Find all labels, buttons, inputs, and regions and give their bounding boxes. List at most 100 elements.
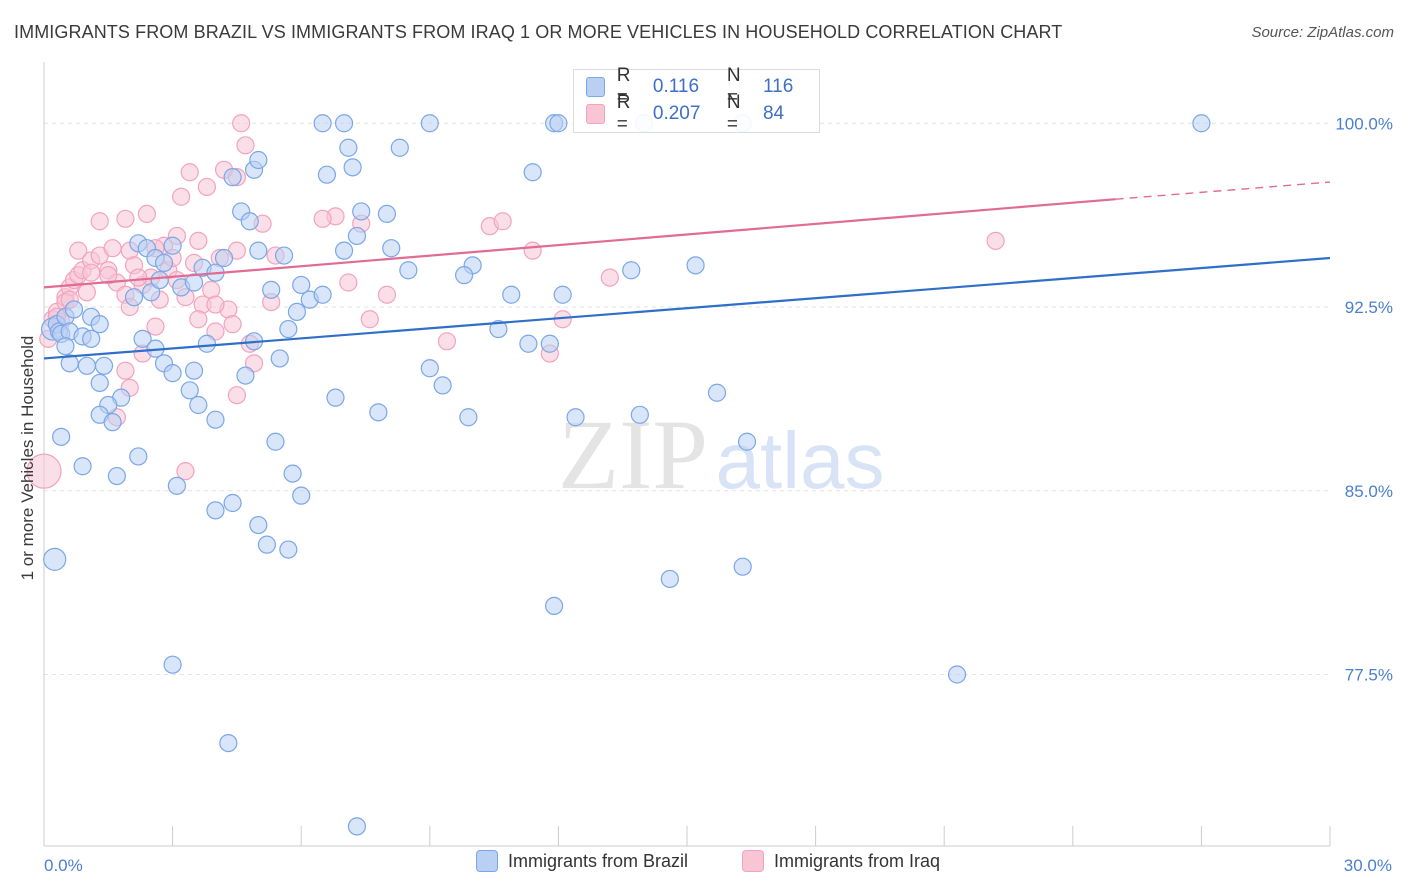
series-legend: Immigrants from Brazil Immigrants from I… <box>0 850 1406 880</box>
brazil-point <box>343 158 362 177</box>
iraq-point <box>197 177 216 197</box>
iraq-point <box>90 212 109 231</box>
brazil-point <box>347 817 367 836</box>
brazil-point <box>540 334 559 353</box>
iraq-point <box>189 231 208 250</box>
n-value: 116 <box>762 76 794 97</box>
y-axis-label: 1 or more Vehicles in Household <box>18 335 37 581</box>
x-tick-label: 30.0% <box>1344 856 1392 875</box>
brazil-point <box>502 285 521 304</box>
brazil-point <box>707 383 727 402</box>
brazil-point <box>249 241 268 260</box>
brazil-point <box>154 253 174 272</box>
brazil-point <box>347 226 367 246</box>
brazil-point <box>279 540 298 559</box>
brazil-points <box>40 114 1211 836</box>
brazil-point <box>163 364 182 383</box>
stats-row-brazil: R = 0.116 N = 116 <box>586 65 819 108</box>
brazil-point <box>545 596 564 616</box>
brazil-point <box>257 535 277 554</box>
brazil-point <box>283 464 302 483</box>
brazil-point <box>382 239 401 258</box>
trend-lines <box>43 181 1331 360</box>
iraq-point <box>77 283 96 302</box>
r-value: 0.116 <box>652 76 700 97</box>
iraq-point <box>189 310 208 329</box>
brazil-point <box>266 432 285 451</box>
brazil-point <box>287 302 307 321</box>
brazil-point <box>279 319 298 339</box>
iraq-point <box>26 453 62 489</box>
brazil-point <box>334 241 354 260</box>
brazil-point <box>167 476 186 495</box>
y-tick-label: 77.5% <box>1345 666 1393 685</box>
iraq-point <box>313 209 332 228</box>
brazil-trend-line <box>43 256 1331 360</box>
iraq-point <box>339 273 358 292</box>
iraq-point <box>437 332 457 351</box>
brazil-point <box>553 285 572 304</box>
iraq-point <box>146 317 165 336</box>
brazil-point <box>270 349 289 368</box>
brazil-point <box>326 388 345 407</box>
brazil-point <box>292 486 311 505</box>
brazil-point <box>103 413 122 432</box>
iraq-point <box>82 263 101 282</box>
brazil-point <box>219 733 238 753</box>
brazil-point <box>313 285 332 304</box>
brazil-point <box>214 248 234 268</box>
brazil-point <box>420 359 439 378</box>
iraq-point <box>99 266 118 285</box>
brazil-point <box>334 114 354 133</box>
brazil-point <box>454 266 474 285</box>
iraq-point <box>69 241 88 260</box>
iraq-point <box>600 268 619 287</box>
y-tick-label: 92.5% <box>1345 298 1393 317</box>
brazil-point <box>390 138 409 157</box>
brazil-point <box>236 366 255 385</box>
watermark-atlas: atlas <box>716 416 885 505</box>
tick-labels: 77.5% 85.0% 92.5% 100.0% 0.0% 30.0% <box>44 114 1393 875</box>
brazil-point <box>180 381 199 400</box>
iraq-swatch <box>742 850 764 872</box>
iraq-point <box>360 310 379 329</box>
n-value: 84 <box>762 103 785 124</box>
brazil-point <box>459 408 478 427</box>
brazil-point <box>377 204 397 223</box>
brazil-point <box>947 665 967 684</box>
iraq-point <box>523 241 542 260</box>
legend-label: Immigrants from Brazil <box>508 850 689 871</box>
brazil-point <box>420 114 439 133</box>
brazil-point <box>163 655 182 674</box>
brazil-point <box>206 410 225 429</box>
brazil-point <box>489 319 508 339</box>
brazil-point <box>317 165 337 184</box>
brazil-point <box>352 202 371 221</box>
legend-item-brazil[interactable]: Immigrants from Brazil <box>476 850 688 872</box>
brazil-point <box>292 275 311 295</box>
brazil-point <box>77 356 96 375</box>
n-label: N = <box>726 65 741 108</box>
iraq-point <box>227 386 246 405</box>
iraq-point <box>116 209 135 228</box>
legend-item-iraq[interactable]: Immigrants from Iraq <box>742 850 940 872</box>
r-label: R = <box>616 92 631 135</box>
brazil-point <box>566 408 585 427</box>
brazil-point <box>733 557 752 576</box>
brazil-point <box>223 493 242 513</box>
iraq-point <box>172 187 191 206</box>
brazil-point <box>184 361 204 380</box>
iraq-point <box>180 163 199 182</box>
brazil-point <box>737 432 757 451</box>
iraq-point <box>176 462 195 481</box>
r-value: 0.207 <box>652 103 701 124</box>
iraq-trend-line <box>43 198 1116 289</box>
brazil-point <box>124 288 144 307</box>
brazil-point <box>107 466 126 486</box>
x-tick-label: 0.0% <box>44 856 83 875</box>
brazil-point <box>56 337 75 356</box>
brazil-point <box>630 405 649 424</box>
brazil-point <box>73 457 92 476</box>
y-tick-label: 100.0% <box>1335 114 1393 133</box>
iraq-point <box>206 295 225 314</box>
